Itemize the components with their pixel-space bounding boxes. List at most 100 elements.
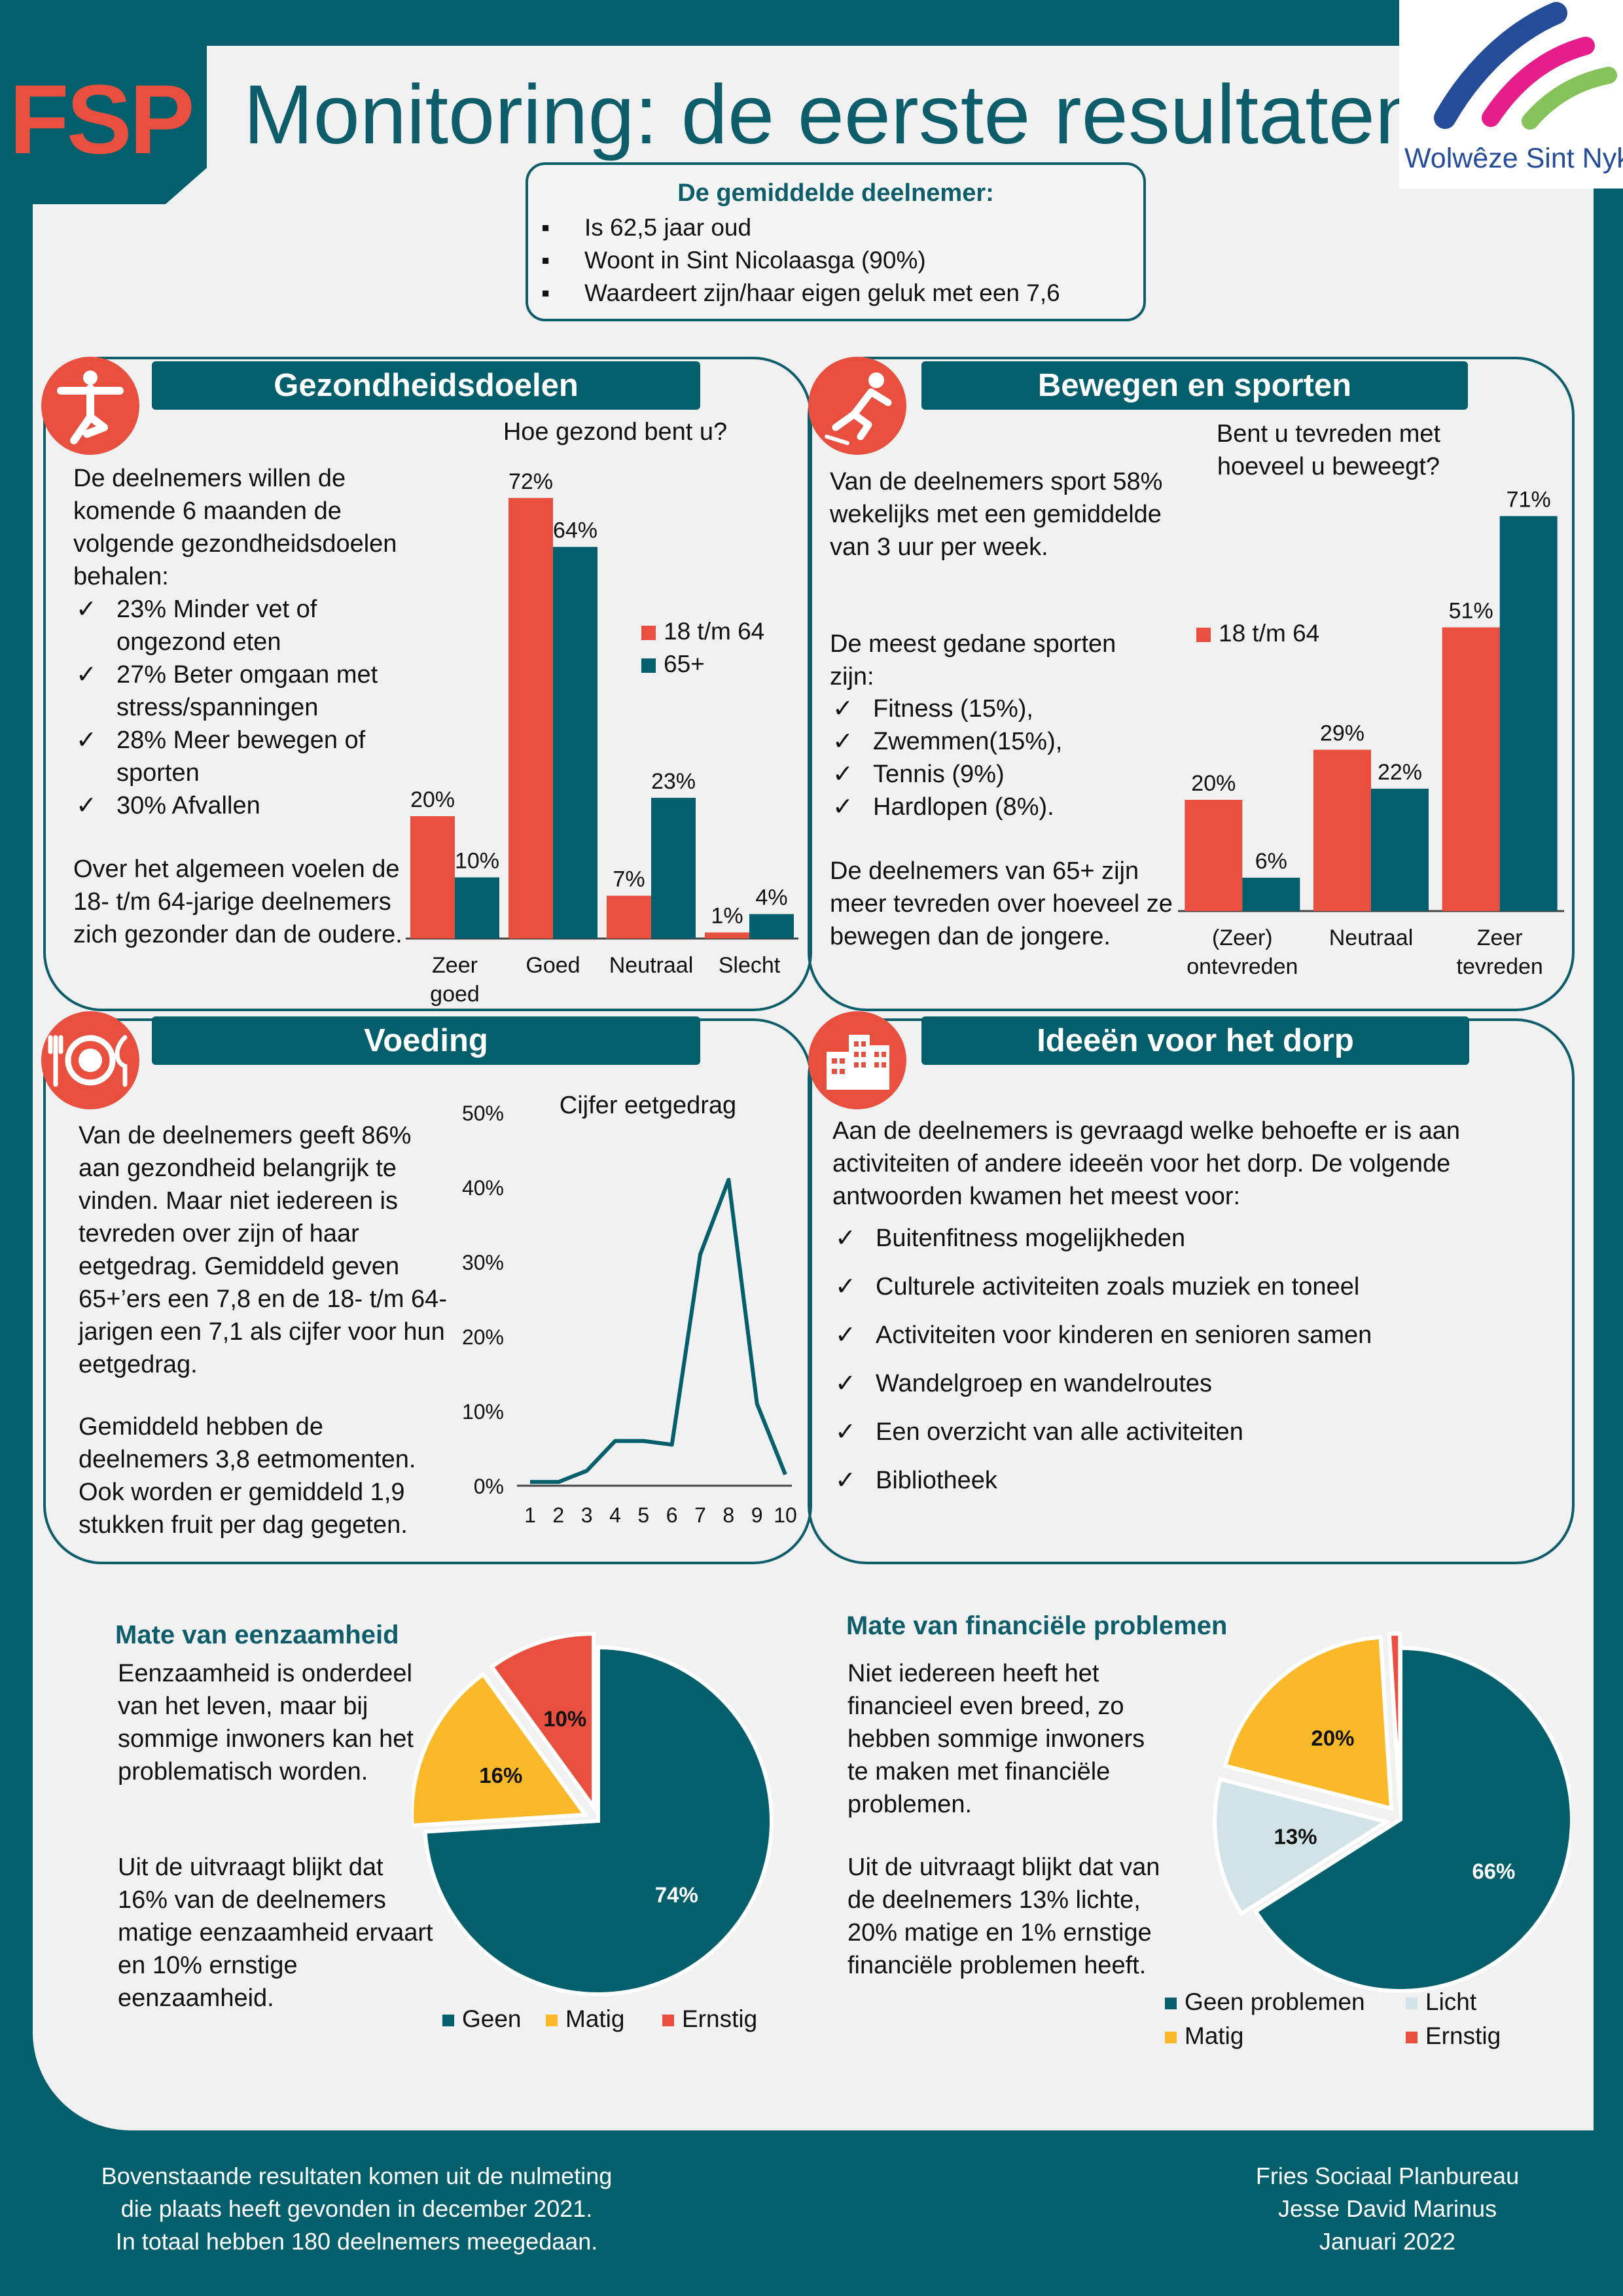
bar-value-label: 6% [1255,849,1287,874]
idea-item: Bibliotheek [832,1456,1539,1505]
legend-item-matig: Matig [1165,2022,1243,2050]
bar [1499,516,1558,911]
pie-slice [1213,1776,1391,1916]
series-line [530,1177,787,1484]
pie-slice [423,1645,774,1996]
average-participant-list: Is 62,5 jaar oud Woont in Sint Nicolaasg… [528,211,1143,310]
bar [1313,749,1371,911]
footer-line: die plaats heeft gevonden in december 20… [120,2195,593,2222]
footer-line: In totaal hebben 180 deelnemers meegedaa… [115,2228,598,2255]
food-paragraph-2: Gemiddeld hebben de deelnemers 3,8 eetmo… [79,1413,416,1539]
footer-source: Bovenstaande resultaten komen uit de nul… [39,2160,674,2258]
x-tick-label: 9 [751,1503,763,1527]
legend-item-ernstig: Ernstig [662,2005,757,2033]
pie-value-label: 74% [655,1882,698,1907]
list-item: Woont in Sint Nicolaasga (90%) [541,244,1143,277]
bar [410,816,455,939]
footer-line: Bovenstaande resultaten komen uit de nul… [101,2162,613,2189]
health-section [43,357,812,1011]
legend-item-18-64: 18 t/m 64 [641,618,764,645]
bar-value-label: 20% [410,787,455,812]
x-tick-label: 2 [552,1503,564,1527]
bar-value-label: 10% [455,849,499,874]
health-intro: De deelnemers willen de komende 6 maande… [73,465,397,590]
y-tick-label: 0% [474,1475,504,1498]
pie-value-label: 20% [1311,1726,1354,1750]
plate-cutlery-icon [41,1011,139,1109]
legend-item-65plus: 65+ [641,651,705,678]
category-label: Slecht [719,953,781,978]
bar-value-label: 51% [1449,599,1493,624]
ideas-heading: Ideeën voor het dorp [921,1016,1469,1065]
category-label: Goed [526,953,580,978]
x-tick-label: 8 [722,1503,734,1527]
y-tick-label: 20% [462,1325,504,1349]
goal-item: 28% Meer bewegen of sporten [73,724,427,789]
category-label: ontevreden [1186,954,1298,979]
health-heading: Gezondheidsdoelen [152,361,700,410]
partner-logo: Wolwêze Sint Nyk [1399,0,1623,188]
bar-value-label: 22% [1378,760,1422,785]
bar [1371,789,1429,911]
bar [1185,800,1243,911]
bar-value-label: 29% [1320,721,1364,746]
x-tick-label: 3 [581,1503,593,1527]
swoosh-icon [1434,2,1617,130]
idea-item: Buitenfitness mogelijkheden [832,1214,1539,1263]
sport-intro: De meest gedane sporten zijn: [830,630,1116,691]
page-title: Monitoring: de eerste resultaten [243,68,1422,162]
bar-value-label: 23% [651,769,696,794]
pie-slice [1253,1645,1571,1993]
sport-item: Tennis (9%) [830,758,1157,791]
goal-item: 30% Afvallen [73,789,427,822]
y-tick-label: 40% [462,1176,504,1200]
pie-value-label: 10% [543,1707,586,1731]
bar [508,497,553,939]
food-heading: Voeding [152,1016,700,1065]
ideas-list: Buitenfitness mogelijkheden Culturele ac… [832,1214,1539,1505]
bar [553,547,597,939]
sport-item: Zwemmen(15%), [830,725,1157,758]
pie-slice [489,1632,596,1814]
bar [651,797,696,939]
legend-item-geen-problemen: Geen problemen [1165,1988,1365,2016]
category-label: Zeer [1477,925,1523,950]
bar [1242,878,1300,911]
sport-item: Hardlopen (8%). [830,791,1157,823]
bar-value-label: 7% [613,867,645,892]
logo-tab [0,39,207,204]
ideas-intro: Aan de deelnemers is gevraagd welke beho… [832,1117,1461,1210]
category-label: Zeer [432,953,478,978]
idea-item: Activiteiten voor kinderen en senioren s… [832,1311,1539,1359]
movement-bar-chart: 20% 6% (Zeer) ontevreden 29% 22% Neutraal 51% 71… [1178,488,1564,979]
yoga-icon [41,357,139,455]
category-label: (Zeer) [1212,925,1273,950]
bar [749,914,794,939]
pie-value-label: 66% [1472,1859,1515,1883]
loneliness-paragraph-2: Uit de uitvraagt blijkt dat 16% van de d… [118,1854,433,2012]
buildings-icon [808,1011,906,1109]
bar-value-label: 72% [508,469,553,494]
category-label: Neutraal [609,953,694,978]
footer-credits: Fries Sociaal Planbureau Jesse David Mar… [1230,2160,1544,2258]
x-tick-label: 6 [666,1503,678,1527]
legend-item-18-64: 18 t/m 64 [1196,620,1319,647]
x-tick-label: 4 [609,1503,621,1527]
footer-line: Jesse David Marinus [1277,2195,1497,2222]
pie-value-label: 16% [479,1763,522,1787]
loneliness-heading: Mate van eenzaamheid [115,1621,399,1649]
x-tick-label: 7 [694,1503,706,1527]
legend-item-ernstig: Ernstig [1406,2022,1501,2050]
x-tick-label: 1 [524,1503,536,1527]
list-item: Waardeert zijn/haar eigen geluk met een … [541,277,1143,310]
health-conclusion: Over het algemeen voelen de 18- t/m 64-j… [73,855,402,948]
goal-item: 23% Minder vet of ongezond eten [73,593,427,658]
average-participant-title: De gemiddelde deelnemer: [677,179,994,207]
finance-heading: Mate van financiële problemen [846,1611,1228,1640]
sport-paragraph: Van de deelnemers sport 58% wekelijks me… [830,468,1163,561]
sport-section [808,357,1575,1011]
bar-value-label: 71% [1507,488,1551,512]
category-label: goed [430,982,480,1007]
pie-slice [412,1672,589,1828]
legend-item-licht: Licht [1406,1988,1476,2016]
